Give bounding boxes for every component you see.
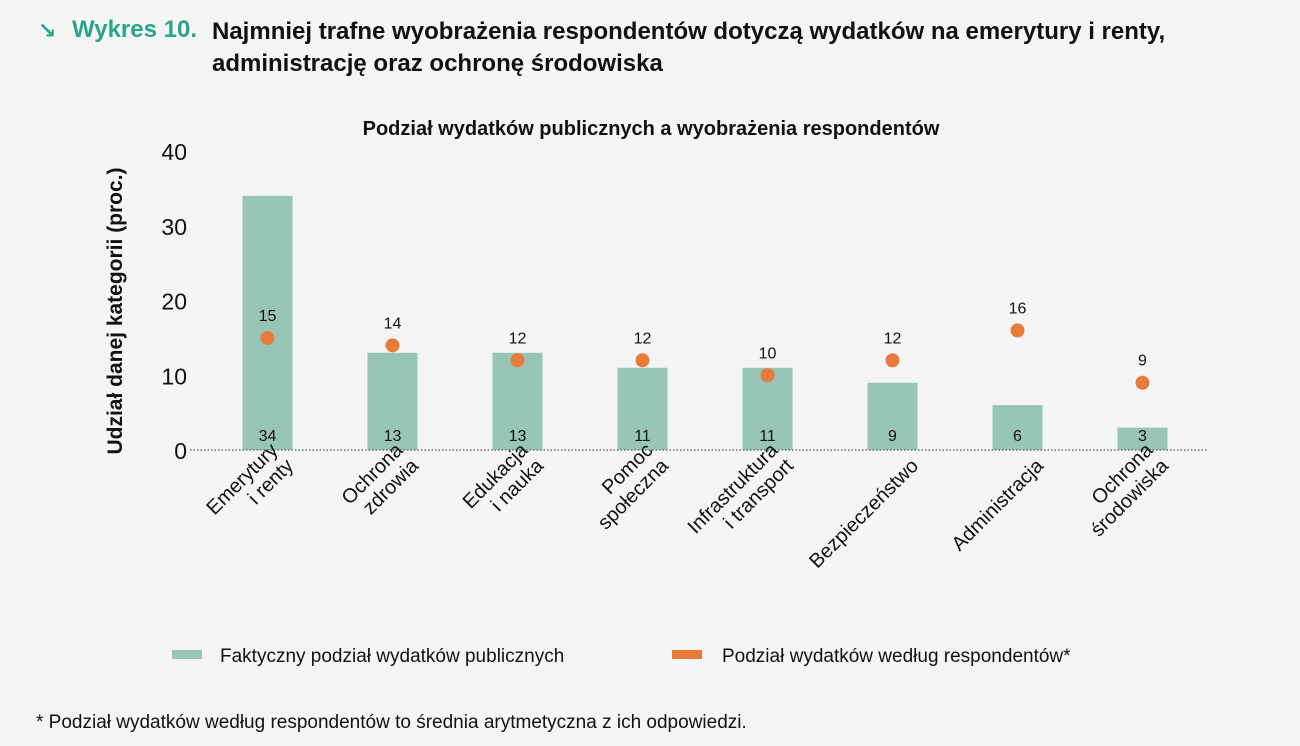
y-tick-label: 30 [161, 214, 187, 240]
y-tick-label: 20 [161, 289, 187, 315]
dot-value-label: 12 [509, 330, 527, 347]
x-tick-label: Infrastrukturai transport [684, 439, 799, 554]
dot [1010, 323, 1025, 338]
bar [242, 195, 293, 450]
x-tick-label: Pomocspołeczna [578, 439, 673, 534]
dot-value-label: 10 [759, 345, 777, 362]
y-axis-label: Udział danej kategorii (proc.) [104, 167, 127, 454]
arrow-down-right-icon: ↘ [38, 18, 57, 43]
bar [992, 405, 1043, 450]
dot-value-label: 14 [384, 315, 402, 332]
y-tick-label: 10 [161, 363, 187, 389]
dot-value-label: 16 [1009, 300, 1027, 317]
dot [635, 353, 650, 368]
y-tick-label: 0 [174, 438, 187, 464]
dot-value-label: 12 [884, 330, 902, 347]
x-tick-label: Emeryturyi renty [202, 439, 298, 535]
dot [385, 338, 400, 353]
chart-title: Podział wydatków publicznych a wyobrażen… [363, 118, 940, 140]
dot-value-label: 9 [1138, 353, 1147, 370]
dot [510, 353, 525, 368]
figure-label: Wykres 10. [72, 16, 197, 43]
bar [1117, 427, 1168, 450]
legend-label-actual: Faktyczny podział wydatków publicznych [220, 646, 564, 667]
bar-value-label: 11 [634, 428, 651, 445]
x-tick-label: Administracja [948, 454, 1049, 555]
legend-swatch-dot [672, 650, 702, 659]
legend-swatch-bar [172, 650, 202, 659]
dot [760, 368, 775, 383]
x-tick-label-line: Administracja [948, 454, 1049, 555]
bar-value-label: 9 [888, 428, 897, 445]
bar-value-label: 11 [759, 428, 776, 445]
x-tick-label: Bezpieczeństwo [805, 455, 923, 573]
bar [867, 382, 918, 450]
y-tick-label: 40 [161, 139, 187, 165]
x-tick-label: Ochronazdrowia [338, 439, 424, 525]
x-tick-label: Edukacjai nauka [459, 439, 549, 529]
dot-value-label: 15 [259, 308, 277, 325]
bar-value-label: 13 [509, 428, 527, 445]
bar [492, 352, 543, 450]
x-tick-label: Ochronaśrodowiska [1071, 439, 1173, 541]
dot [1135, 375, 1150, 390]
bar-value-label: 3 [1138, 428, 1147, 445]
bar-value-label: 34 [259, 428, 277, 445]
dot-value-label: 12 [634, 330, 652, 347]
footnote: * Podział wydatków według respondentów t… [36, 712, 747, 733]
bar-value-label: 13 [384, 428, 402, 445]
dot [260, 330, 275, 345]
x-tick-label-line: Bezpieczeństwo [805, 455, 923, 573]
legend-label-respondents: Podział wydatków według respondentów* [722, 646, 1071, 667]
bar [617, 367, 668, 450]
bar-value-label: 6 [1013, 428, 1022, 445]
figure-title: Najmniej trafne wyobrażenia respondentów… [212, 18, 1166, 77]
chart: Podział wydatków publicznych a wyobrażen… [104, 118, 1208, 667]
bar [367, 352, 418, 450]
dot [885, 353, 900, 368]
